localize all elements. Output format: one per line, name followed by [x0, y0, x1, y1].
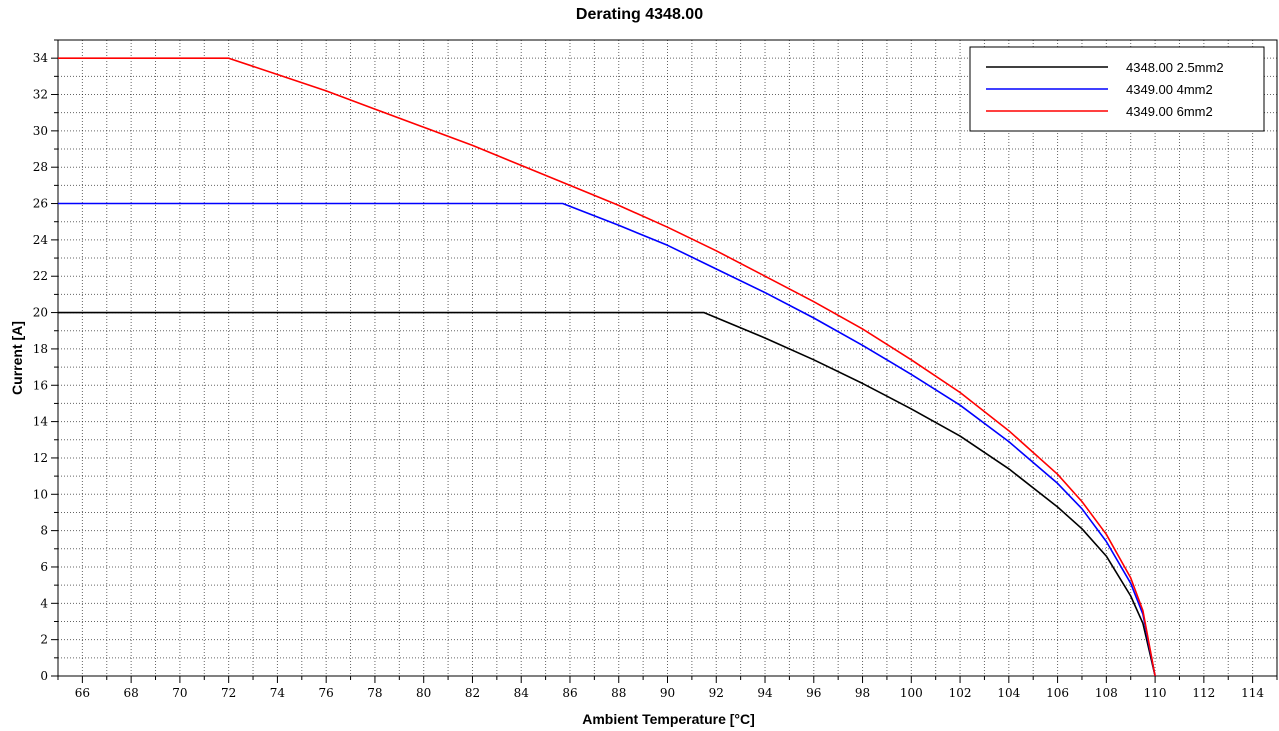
x-tick-label: 100 [900, 686, 923, 700]
y-tick-label: 30 [33, 124, 48, 138]
x-tick-label: 94 [757, 686, 773, 700]
x-axis-ticks: 66 68 70 72 74 76 78 80 82 84 86 88 90 92 94 96 98 100 102… [57, 676, 1278, 700]
x-axis-label: Ambient Temperature [°C] [582, 711, 755, 727]
y-tick-label: 0 [40, 669, 48, 683]
x-tick-label: 104 [997, 686, 1020, 700]
series-line-3 [58, 57, 1156, 676]
legend-entry-3: 4349.00 6mm2 [1126, 104, 1213, 119]
x-tick-label: 108 [1095, 686, 1118, 700]
x-tick-label: 114 [1241, 686, 1264, 700]
y-tick-label: 6 [40, 560, 48, 574]
y-tick-label: 2 [40, 633, 48, 647]
x-tick-label: 84 [514, 686, 530, 700]
x-tick-label: 68 [123, 686, 138, 700]
x-tick-label: 80 [416, 686, 431, 700]
series-group [58, 57, 1156, 676]
y-tick-label: 32 [33, 88, 48, 102]
chart-title: Derating 4348.00 [575, 6, 704, 23]
y-tick-label: 12 [33, 451, 48, 465]
y-axis-label: Current [A] [9, 321, 25, 395]
x-tick-label: 74 [270, 686, 286, 700]
y-tick-label: 8 [40, 524, 48, 538]
x-tick-label: 86 [562, 686, 577, 700]
x-tick-label: 98 [855, 686, 870, 700]
legend: 4348.00 2.5mm2 4349.00 4mm2 4349.00 6mm2 [969, 46, 1265, 132]
y-tick-label: 26 [33, 197, 48, 211]
x-tick-label: 70 [172, 686, 187, 700]
x-tick-label: 110 [1144, 686, 1167, 700]
x-tick-label: 72 [221, 686, 236, 700]
x-tick-label: 96 [806, 686, 821, 700]
x-tick-label: 88 [611, 686, 626, 700]
y-tick-label: 22 [33, 269, 48, 283]
x-tick-label: 102 [949, 686, 972, 700]
y-tick-label: 20 [33, 306, 48, 320]
y-tick-label: 24 [33, 233, 49, 247]
series-line-2 [58, 202, 1156, 676]
y-tick-label: 28 [33, 160, 48, 174]
x-tick-label: 76 [319, 686, 334, 700]
x-tick-label: 112 [1192, 686, 1215, 700]
legend-entry-1: 4348.00 2.5mm2 [1126, 60, 1224, 75]
y-tick-label: 16 [33, 378, 48, 392]
y-tick-label: 18 [33, 342, 48, 356]
x-tick-label: 92 [709, 686, 724, 700]
x-tick-label: 82 [465, 686, 480, 700]
y-tick-label: 34 [33, 51, 49, 65]
y-tick-label: 10 [33, 487, 48, 501]
x-tick-label: 66 [75, 686, 90, 700]
series-line-1 [58, 311, 1156, 676]
x-tick-label: 106 [1046, 686, 1069, 700]
x-tick-label: 78 [367, 686, 382, 700]
x-tick-label: 90 [660, 686, 675, 700]
y-tick-label: 4 [40, 596, 48, 610]
y-tick-label: 14 [33, 415, 49, 429]
legend-entry-2: 4349.00 4mm2 [1126, 82, 1213, 97]
